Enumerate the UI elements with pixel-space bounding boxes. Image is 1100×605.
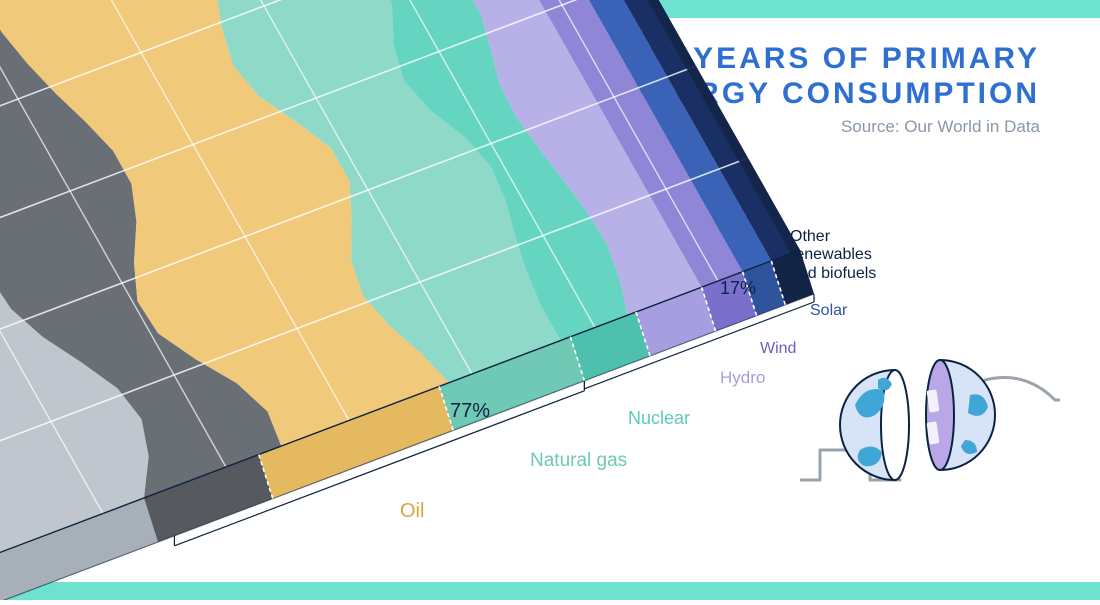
lowcarbon-percent-label: 17%: [720, 278, 756, 299]
fossil-percent-label: 77%: [450, 400, 490, 423]
series-label-oil: Oil: [400, 500, 424, 523]
series-label-other-renewables: Otherrenewablesand biofuels: [790, 228, 876, 283]
series-label-wind: Wind: [760, 340, 796, 358]
series-label-hydro: Hydro: [720, 368, 765, 388]
globe-plug-illustration: [800, 310, 1060, 510]
series-label-nuclear: Nuclear: [628, 408, 690, 429]
series-label-natural-gas: Natural gas: [530, 450, 627, 472]
